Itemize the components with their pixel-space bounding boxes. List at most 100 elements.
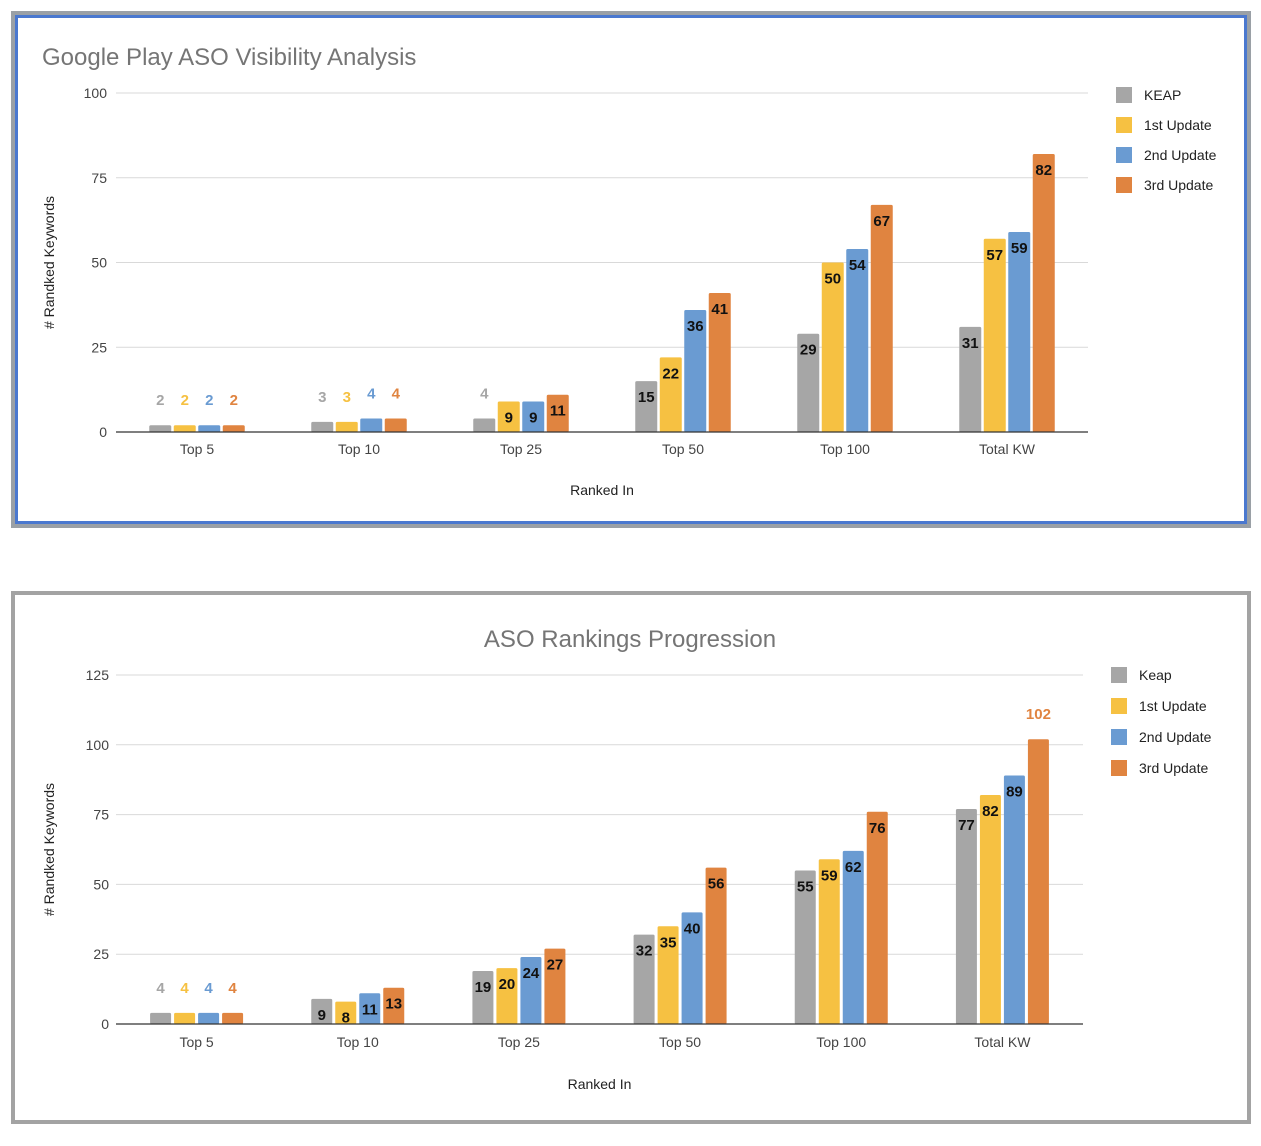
visibility-bar-3rd-update-top-100 [870, 204, 893, 432]
visibility-data-label-2nd-update-top-50: 36 [687, 318, 704, 335]
visibility-data-label-keap-top-5: 2 [156, 392, 164, 409]
progression-x-tick-label-top-25: Top 25 [498, 1034, 540, 1050]
progression-legend-swatch-2nd-update [1111, 729, 1127, 745]
progression-y-tick-label-0: 0 [101, 1016, 109, 1032]
visibility-bar-2nd-update-top-25 [522, 401, 545, 432]
progression-bar-3rd-update-top-10 [383, 987, 405, 1024]
progression-data-label-1st-update-top-50: 35 [660, 934, 677, 951]
visibility-x-tick-label-top-5: Top 5 [180, 441, 214, 457]
visibility-bar-1st-update-top-50 [659, 357, 682, 432]
progression-chart-title: ASO Rankings Progression [484, 626, 776, 653]
progression-x-axis-title: Ranked In [568, 1076, 632, 1092]
progression-data-label-2nd-update-top-100: 62 [845, 859, 862, 876]
visibility-y-tick-label-75: 75 [91, 170, 107, 186]
visibility-data-label-3rd-update-top-10: 4 [392, 385, 401, 402]
visibility-bar-1st-update-top-5 [173, 425, 196, 432]
progression-bar-2nd-update-total-kw [1003, 775, 1025, 1024]
progression-y-tick-label-50: 50 [93, 876, 109, 892]
visibility-bar-3rd-update-top-5 [222, 425, 245, 432]
progression-data-label-1st-update-top-100: 59 [821, 867, 838, 884]
visibility-data-label-1st-update-top-100: 50 [824, 271, 841, 288]
chart-visibility-svg: Google Play ASO Visibility Analysis 0 25 50… [41, 44, 1217, 498]
progression-legend-swatch-1st-update [1111, 698, 1127, 714]
visibility-data-label-3rd-update-top-5: 2 [230, 392, 238, 409]
visibility-bar-keap-top-25 [473, 418, 496, 432]
visibility-legend-swatch-1st-update [1116, 117, 1132, 133]
visibility-data-label-2nd-update-top-10: 4 [367, 385, 376, 402]
visibility-data-label-1st-update-total-kw: 57 [986, 247, 1003, 264]
visibility-x-tick-label-top-50: Top 50 [662, 441, 704, 457]
progression-bar-1st-update-top-5 [174, 1012, 196, 1024]
progression-data-label-2nd-update-top-25: 24 [523, 965, 540, 982]
progression-bar-3rd-update-top-5 [222, 1012, 244, 1024]
progression-bar-2nd-update-top-100 [842, 850, 864, 1024]
visibility-data-label-2nd-update-top-25: 9 [529, 409, 537, 426]
progression-data-label-3rd-update-top-50: 56 [708, 876, 725, 893]
progression-bar-3rd-update-top-25 [544, 948, 566, 1024]
progression-data-label-keap-total-kw: 77 [958, 817, 975, 834]
progression-y-tick-label-25: 25 [93, 946, 109, 962]
visibility-data-label-keap-top-25: 4 [480, 385, 489, 402]
chart-panel-progression: ASO Rankings Progression 0 25 50 75 100 125 4 4 4… [11, 591, 1251, 1124]
progression-x-tick-label-total-kw: Total KW [974, 1034, 1031, 1050]
progression-data-label-3rd-update-top-10: 13 [385, 996, 402, 1013]
visibility-data-label-2nd-update-top-100: 54 [849, 257, 866, 274]
progression-data-label-keap-top-100: 55 [797, 878, 814, 895]
progression-legend-swatch-3rd-update [1111, 760, 1127, 776]
progression-data-label-2nd-update-top-10: 11 [362, 1001, 378, 1018]
visibility-bar-keap-top-5 [149, 425, 172, 432]
visibility-data-label-1st-update-top-50: 22 [662, 365, 679, 382]
chart-panel-visibility: Google Play ASO Visibility Analysis 0 25 50… [11, 11, 1251, 528]
visibility-data-label-keap-top-10: 3 [318, 389, 326, 406]
visibility-data-label-2nd-update-total-kw: 59 [1011, 240, 1028, 257]
progression-data-label-1st-update-top-10: 8 [342, 1010, 350, 1027]
visibility-data-label-3rd-update-total-kw: 82 [1035, 162, 1052, 179]
visibility-bar-3rd-update-top-10 [384, 418, 407, 432]
visibility-data-label-1st-update-top-10: 3 [343, 389, 351, 406]
progression-bar-1st-update-top-10 [335, 1001, 357, 1024]
visibility-data-label-keap-total-kw: 31 [962, 335, 979, 352]
visibility-y-axis-title: # Randked Keywords [41, 196, 57, 329]
progression-bar-2nd-update-top-25 [520, 956, 542, 1024]
visibility-legend-swatch-3rd-update [1116, 177, 1132, 193]
progression-legend-label-keap: Keap [1139, 667, 1172, 683]
visibility-bar-3rd-update-total-kw [1032, 154, 1055, 432]
progression-bar-3rd-update-top-50 [705, 867, 727, 1024]
progression-data-label-3rd-update-top-25: 27 [547, 957, 564, 974]
progression-bar-3rd-update-total-kw [1027, 739, 1049, 1024]
progression-data-label-2nd-update-top-5: 4 [204, 980, 213, 997]
progression-bar-2nd-update-top-5 [198, 1012, 220, 1024]
visibility-legend-label-1st-update: 1st Update [1144, 117, 1212, 133]
visibility-y-tick-label-0: 0 [99, 424, 107, 440]
visibility-data-label-3rd-update-top-100: 67 [873, 213, 890, 230]
progression-data-label-keap-top-5: 4 [156, 980, 165, 997]
visibility-x-axis-title: Ranked In [570, 482, 634, 498]
visibility-bar-2nd-update-top-100 [846, 248, 869, 432]
progression-x-tick-label-top-5: Top 5 [179, 1034, 213, 1050]
visibility-x-tick-label-top-100: Top 100 [820, 441, 870, 457]
progression-bar-keap-total-kw [955, 809, 977, 1024]
visibility-bar-3rd-update-top-50 [708, 293, 731, 432]
visibility-data-label-1st-update-top-25: 9 [505, 409, 513, 426]
progression-data-label-keap-top-25: 19 [475, 979, 492, 996]
progression-y-tick-label-75: 75 [93, 807, 109, 823]
visibility-bar-1st-update-top-25 [497, 401, 520, 432]
progression-bar-1st-update-top-100 [818, 859, 840, 1024]
visibility-data-label-2nd-update-top-5: 2 [205, 392, 213, 409]
progression-bar-1st-update-total-kw [979, 795, 1001, 1024]
visibility-bar-1st-update-total-kw [983, 238, 1006, 432]
visibility-legend-label-keap: KEAP [1144, 87, 1181, 103]
progression-data-label-keap-top-10: 9 [318, 1007, 326, 1024]
visibility-legend-swatch-keap [1116, 87, 1132, 103]
visibility-chart-title: Google Play ASO Visibility Analysis [42, 44, 416, 71]
progression-data-label-1st-update-total-kw: 82 [982, 803, 999, 820]
progression-x-tick-label-top-10: Top 10 [337, 1034, 379, 1050]
progression-x-tick-label-top-50: Top 50 [659, 1034, 701, 1050]
progression-bar-2nd-update-top-10 [359, 993, 381, 1024]
progression-data-label-3rd-update-top-100: 76 [869, 820, 886, 837]
progression-bar-keap-top-100 [794, 870, 816, 1024]
visibility-bar-keap-top-10 [311, 421, 334, 432]
progression-bar-keap-top-10 [311, 998, 333, 1024]
progression-bar-keap-top-50 [633, 934, 655, 1024]
